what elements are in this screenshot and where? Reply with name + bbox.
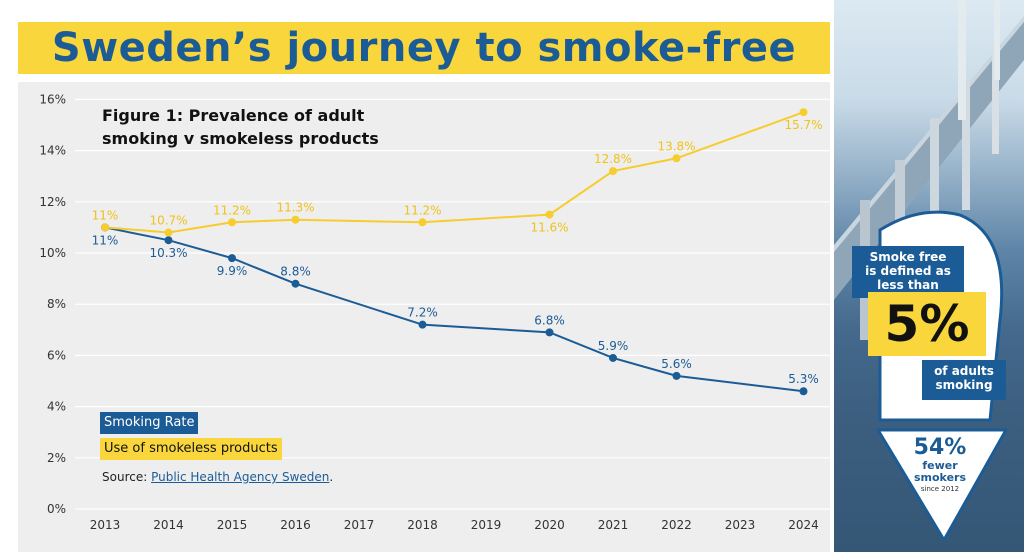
data-point-smoking [228, 254, 236, 263]
page-title: Sweden’s journey to smoke-free [51, 25, 797, 71]
source-prefix: Source: [102, 470, 152, 484]
callout-shape-lower [876, 428, 1008, 542]
data-label-smoking: 10.3% [149, 246, 187, 260]
callout-line1: Smoke free [869, 250, 947, 264]
x-tick-label: 2022 [661, 518, 692, 532]
data-label-smokeless: 15.7% [784, 118, 822, 132]
smoke-free-threshold: 5% [868, 292, 986, 356]
data-point-smokeless [418, 218, 427, 227]
legend-smoking-rate: Smoking Rate [100, 412, 199, 434]
data-label-smoking: 5.6% [661, 357, 692, 371]
y-tick-label: 2% [47, 451, 66, 465]
y-tick-label: 14% [39, 144, 66, 158]
data-point-smokeless [672, 154, 681, 163]
fewer-smokers-label: fewer smokers [880, 460, 1000, 484]
data-label-smoking: 9.9% [217, 264, 248, 278]
y-tick-label: 12% [39, 195, 66, 209]
data-label-smokeless: 11% [92, 208, 119, 222]
data-label-smokeless: 11.3% [276, 201, 314, 215]
data-label-smokeless: 11.2% [403, 203, 441, 217]
data-point-smokeless [609, 167, 617, 176]
x-tick-label: 2017 [344, 518, 375, 532]
data-point-smokeless [291, 215, 300, 224]
legend-smokeless-products: Use of smokeless products [100, 438, 282, 460]
smoke-free-definition: Smoke free is defined as less than [852, 246, 964, 298]
chart-panel [18, 82, 830, 552]
x-tick-label: 2023 [725, 518, 756, 532]
data-label-smokeless: 12.8% [594, 152, 632, 166]
y-tick-label: 4% [47, 400, 66, 414]
x-tick-label: 2021 [598, 518, 629, 532]
data-label-smokeless: 11.6% [530, 221, 568, 235]
line-chart: 0% 2% 4% 6% 8% 10% 12% 14% 16% 2013 2014 2015 2016 20… [39, 92, 830, 532]
data-point-smoking [799, 387, 808, 396]
data-point-smoking [164, 236, 173, 245]
y-tick-label: 8% [47, 297, 66, 311]
fewer-line2: smokers [913, 471, 967, 484]
figure-title-line2: smoking v smokeless products [102, 129, 379, 148]
fewer-smokers-since: since 2012 [920, 485, 960, 493]
y-tick-label: 0% [47, 502, 66, 516]
callout-line3: less than [877, 278, 939, 292]
data-point-smokeless [228, 218, 236, 227]
data-label-smoking: 11% [92, 233, 119, 247]
data-point-smokeless [799, 108, 808, 117]
data-point-smokeless [164, 228, 173, 237]
x-tick-label: 2013 [90, 518, 121, 532]
adults-line2: smoking [935, 378, 993, 392]
data-point-smokeless [101, 223, 109, 232]
adults-smoking-label: of adults smoking [922, 360, 1006, 400]
data-point-smoking [672, 371, 681, 380]
data-label-smokeless: 11.2% [213, 203, 251, 217]
source-line: Source: Public Health Agency Sweden. [102, 470, 333, 484]
figure-title-line1: Figure 1: Prevalence of adult [102, 106, 365, 125]
x-tick-label: 2015 [217, 518, 248, 532]
data-label-smokeless: 10.7% [149, 214, 187, 228]
fewer-line1: fewer [922, 459, 958, 472]
x-tick-label: 2014 [153, 518, 184, 532]
data-label-smoking: 8.8% [280, 265, 311, 279]
data-point-smoking [609, 353, 617, 362]
data-label-smoking: 7.2% [407, 306, 438, 320]
y-tick-label: 10% [39, 246, 66, 260]
x-tick-label: 2018 [407, 518, 438, 532]
data-point-smoking [418, 320, 427, 329]
adults-line1: of adults [934, 364, 994, 378]
x-tick-label: 2016 [280, 518, 311, 532]
y-tick-label: 16% [39, 92, 66, 106]
x-tick-label: 2019 [471, 518, 502, 532]
data-point-smoking [545, 328, 554, 337]
data-label-smokeless: 13.8% [657, 139, 695, 153]
title-banner: Sweden’s journey to smoke-free [18, 22, 830, 74]
source-suffix: . [329, 470, 334, 484]
source-link[interactable]: Public Health Agency Sweden [151, 470, 330, 484]
figure-title: Figure 1: Prevalence of adult smoking v … [102, 104, 379, 150]
data-label-smoking: 5.3% [788, 372, 819, 386]
data-label-smoking: 5.9% [598, 339, 629, 353]
x-tick-label: 2024 [788, 518, 819, 532]
fewer-smokers-stat: 54% fewer smokers since 2012 [880, 436, 1000, 494]
callout-line2: is defined as [865, 264, 951, 278]
x-tick-label: 2020 [534, 518, 565, 532]
data-point-smoking [291, 279, 300, 288]
data-point-smokeless [545, 210, 554, 219]
data-label-smoking: 6.8% [534, 313, 565, 327]
fewer-smokers-percent: 54% [913, 435, 967, 460]
y-tick-label: 6% [47, 348, 66, 362]
